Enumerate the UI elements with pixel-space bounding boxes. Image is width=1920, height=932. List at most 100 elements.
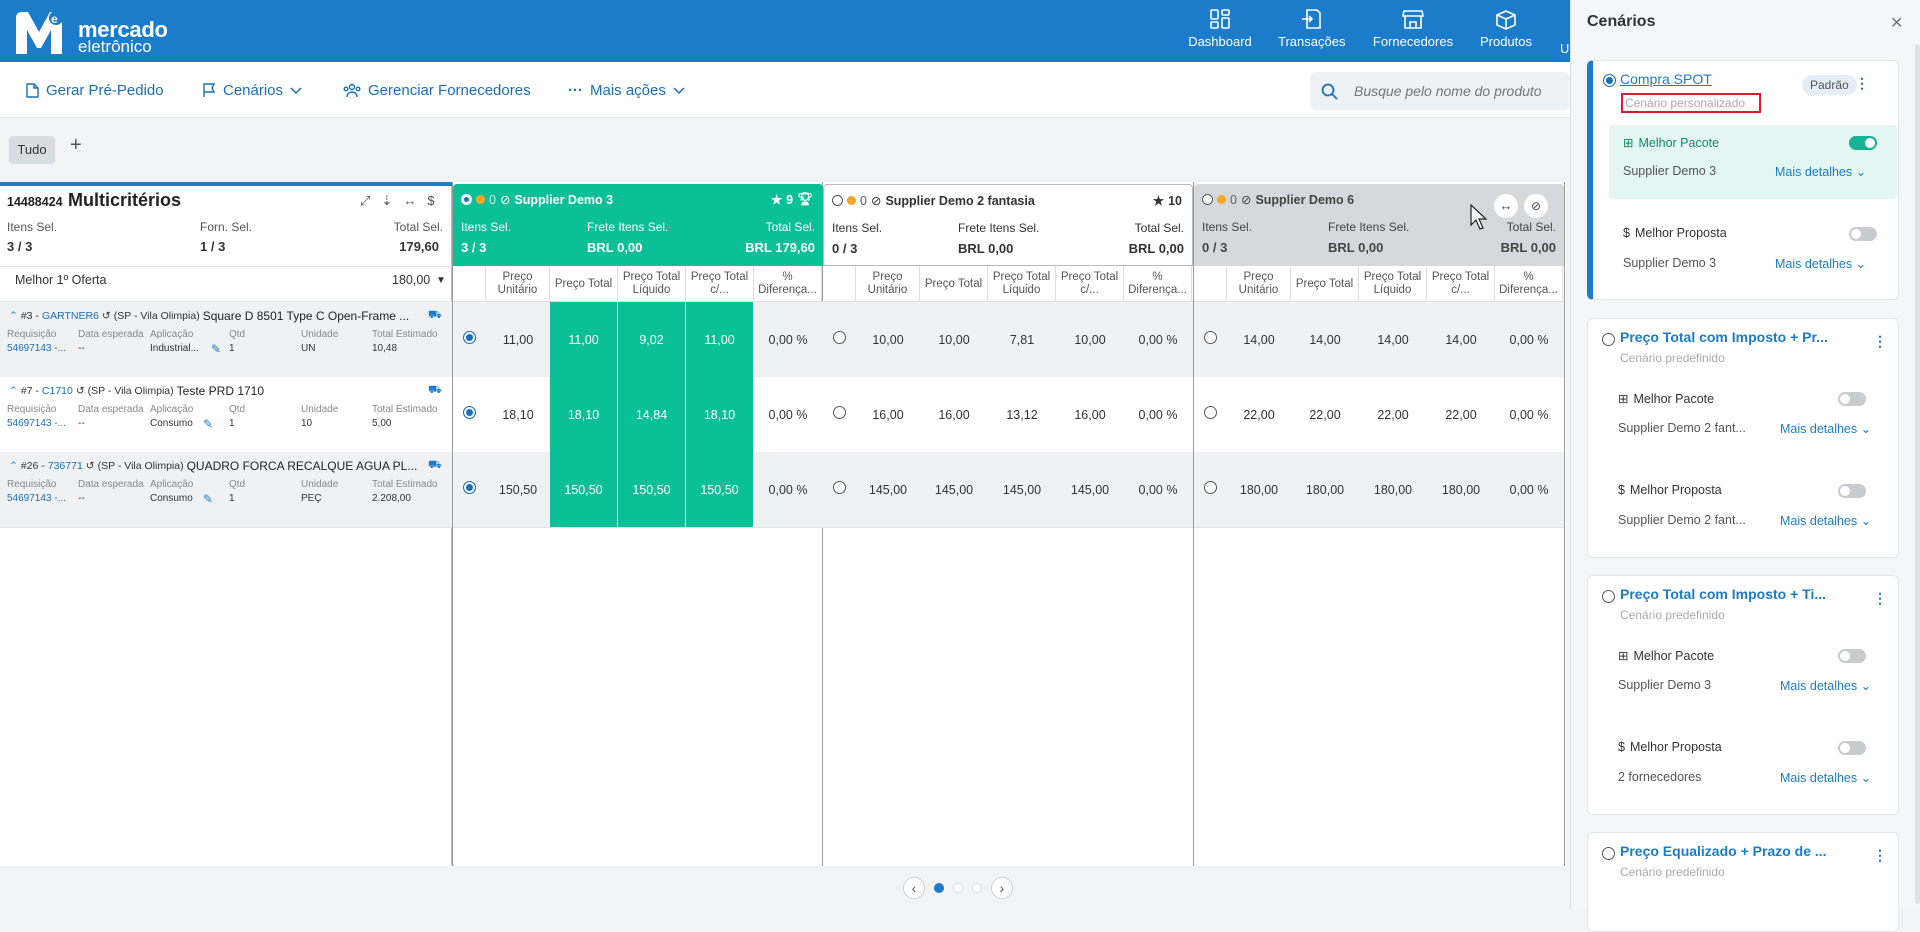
scenario-title[interactable]: Preço Total com Imposto + Pr... (1620, 329, 1828, 345)
scenario-card[interactable]: Preço Equalizado + Prazo de ... Cenário … (1587, 832, 1899, 932)
prev-page-button[interactable]: ‹ (903, 877, 925, 899)
expand-icon[interactable]: ⤢ (360, 193, 371, 208)
next-page-button[interactable]: › (991, 877, 1013, 899)
price-column-header[interactable]: Preço Total c/... (686, 266, 754, 302)
scenario-title[interactable]: Compra SPOT (1620, 71, 1712, 87)
mais-detalhes-link[interactable]: Mais detalhes ⌄ (1775, 257, 1867, 271)
price-column-header[interactable]: Preço Unitário (856, 266, 920, 302)
collapse-icon[interactable]: ⌃ (9, 310, 18, 322)
select-supplier-radio[interactable] (463, 481, 476, 494)
card-menu-icon[interactable]: ⋮ (1873, 333, 1887, 349)
select-supplier-radio[interactable] (833, 481, 846, 494)
price-column-header[interactable]: Preço Total Líquido (1359, 266, 1427, 302)
mais-detalhes-link[interactable]: Mais detalhes ⌄ (1780, 679, 1872, 693)
nav-usuario[interactable]: U (1560, 8, 1570, 58)
mais-detalhes-link[interactable]: Mais detalhes ⌄ (1780, 771, 1872, 785)
melhor-proposta-toggle[interactable] (1849, 227, 1877, 241)
card-menu-icon[interactable]: ⋮ (1855, 75, 1869, 91)
scenario-card-compra-spot[interactable]: Compra SPOT Cenário personalizado Padrão… (1587, 60, 1899, 300)
product-search-input[interactable] (1354, 80, 1564, 102)
nav-dashboard[interactable]: Dashboard (1188, 8, 1252, 58)
mais-detalhes-link[interactable]: Mais detalhes ⌄ (1780, 422, 1872, 436)
edit-icon[interactable]: ✎ (203, 417, 214, 431)
hide-icon[interactable]: ⊘ (1524, 194, 1548, 218)
price-column-header[interactable]: % Diferença... (754, 266, 822, 302)
price-column-header[interactable]: Preço Total c/... (1056, 266, 1124, 302)
melhor-pacote-toggle[interactable] (1849, 136, 1877, 150)
supplier-radio[interactable] (461, 194, 472, 205)
mais-detalhes-link[interactable]: Mais detalhes ⌄ (1775, 165, 1867, 179)
tab-tudo[interactable]: Tudo (9, 136, 55, 164)
scrollbar[interactable] (1915, 44, 1920, 904)
price-column-header[interactable]: Preço Total Líquido (618, 266, 686, 302)
price-column-header[interactable]: Preço Total (1291, 266, 1359, 302)
resize-icon[interactable]: ↔ (1494, 194, 1518, 218)
melhor-proposta-toggle[interactable] (1838, 484, 1866, 498)
scenario-card[interactable]: Preço Total com Imposto + Pr... Cenário … (1587, 318, 1899, 558)
card-menu-icon[interactable]: ⋮ (1873, 847, 1887, 863)
select-supplier-radio[interactable] (463, 406, 476, 419)
item-code-link[interactable]: C1710 (41, 385, 73, 397)
mercado-eletronico-logo[interactable]: e (16, 11, 63, 54)
item-code-link[interactable]: GARTNER6 (41, 310, 99, 322)
price-column-header[interactable]: Preço Total Líquido (988, 266, 1056, 302)
req-link[interactable]: 54697143 -... (7, 493, 66, 504)
melhor-proposta-toggle[interactable] (1838, 741, 1866, 755)
supplier-radio[interactable] (832, 195, 843, 206)
price-column-header[interactable]: Preço Total (920, 266, 988, 302)
req-link[interactable]: 54697143 -... (7, 343, 66, 354)
supplier-header[interactable]: 0 ⊘ Supplier Demo 2 fantasia ★ 10 Itens Sel. 0… (823, 184, 1193, 266)
scenario-title[interactable]: Preço Equalizado + Prazo de ... (1620, 843, 1827, 859)
close-icon[interactable]: ✕ (1890, 15, 1904, 32)
melhor-pacote-toggle[interactable] (1838, 649, 1866, 663)
nav-produtos[interactable]: Produtos (1476, 8, 1536, 58)
add-tab-button[interactable]: + (70, 134, 82, 156)
scenario-radio[interactable] (1603, 74, 1616, 87)
gerar-pre-pedido-button[interactable]: Gerar Pré-Pedido (26, 82, 164, 99)
select-supplier-radio[interactable] (1204, 481, 1217, 494)
mais-detalhes-link[interactable]: Mais detalhes ⌄ (1780, 514, 1872, 528)
price-column-header[interactable]: Preço Unitário (486, 266, 550, 302)
mais-acoes-dropdown-button[interactable]: ··· Mais ações (568, 82, 685, 99)
price-column-header[interactable]: Preço Total c/... (1427, 266, 1495, 302)
card-menu-icon[interactable]: ⋮ (1873, 590, 1887, 606)
item-code-link[interactable]: 736771 (47, 460, 83, 472)
supplier-header[interactable]: 0 ⊘ Supplier Demo 3 ★ 9 🏆︎ Itens Sel. 3 / 3 Fret… (453, 184, 823, 266)
scenario-radio[interactable] (1602, 590, 1615, 603)
horizontal-arrows-icon[interactable]: ↔ (403, 193, 417, 208)
select-supplier-radio[interactable] (463, 331, 476, 344)
price-cell: 0,00 % (768, 407, 808, 422)
nav-transacoes[interactable]: Transações (1278, 8, 1345, 58)
select-supplier-radio[interactable] (1204, 331, 1217, 344)
melhor-pacote-toggle[interactable] (1838, 392, 1866, 406)
edit-icon[interactable]: ✎ (211, 342, 222, 356)
dollar-icon[interactable]: $ (427, 193, 435, 208)
select-supplier-radio[interactable] (1204, 406, 1217, 419)
select-supplier-radio[interactable] (833, 331, 846, 344)
select-supplier-radio[interactable] (833, 406, 846, 419)
cenarios-dropdown-button[interactable]: Cenários (202, 82, 302, 99)
price-column-header[interactable]: % Diferença... (1495, 266, 1563, 302)
req-link[interactable]: 54697143 -... (7, 418, 66, 429)
supplier-header[interactable]: 0 ⊘ Supplier Demo 6 ↔ ⊘ Itens Sel. 0 / 3 Frete … (1194, 184, 1564, 266)
scenario-radio[interactable] (1602, 333, 1615, 346)
scenario-title[interactable]: Preço Total com Imposto + Ti... (1620, 586, 1827, 602)
page-dot[interactable] (972, 883, 982, 893)
gerenciar-fornecedores-button[interactable]: Gerenciar Fornecedores (343, 82, 531, 99)
product-search-box[interactable] (1310, 72, 1570, 110)
sort-down-icon[interactable]: ▼ (436, 275, 446, 286)
edit-icon[interactable]: ✎ (203, 492, 214, 506)
scenario-card[interactable]: Preço Total com Imposto + Ti... Cenário … (1587, 575, 1899, 815)
collapse-icon[interactable]: ⌃ (9, 385, 18, 397)
page-dot-active[interactable] (934, 883, 944, 893)
supplier-radio[interactable] (1202, 194, 1213, 205)
nav-fornecedores[interactable]: Fornecedores (1370, 8, 1456, 58)
req-label: Requisição (7, 479, 57, 490)
price-column-header[interactable]: Preço Total (550, 266, 618, 302)
column-icon[interactable]: ⇣ (381, 193, 393, 208)
collapse-icon[interactable]: ⌃ (9, 460, 18, 472)
page-dot[interactable] (953, 883, 963, 893)
scenario-radio[interactable] (1602, 847, 1615, 860)
price-column-header[interactable]: Preço Unitário (1227, 266, 1291, 302)
price-column-header[interactable]: % Diferença... (1124, 266, 1192, 302)
